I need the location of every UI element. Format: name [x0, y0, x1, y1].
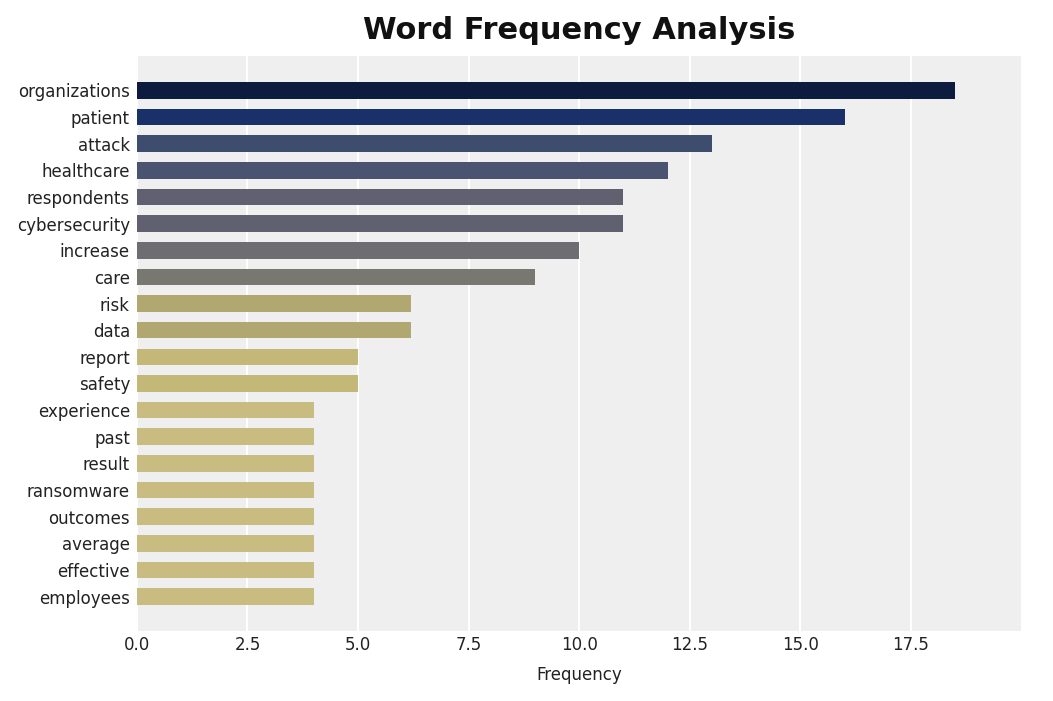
Bar [137, 322, 411, 339]
X-axis label: Frequency: Frequency [536, 665, 622, 683]
Bar [137, 562, 314, 578]
Bar [137, 295, 411, 312]
Bar [137, 375, 358, 392]
Title: Word Frequency Analysis: Word Frequency Analysis [363, 16, 795, 46]
Bar [137, 482, 314, 498]
Bar [137, 348, 358, 365]
Bar [137, 242, 579, 259]
Bar [137, 109, 845, 125]
Bar [137, 402, 314, 418]
Bar [137, 455, 314, 472]
Bar [137, 82, 955, 99]
Bar [137, 588, 314, 605]
Bar [137, 162, 668, 179]
Bar [137, 215, 623, 232]
Bar [137, 135, 712, 152]
Bar [137, 535, 314, 552]
Bar [137, 268, 535, 285]
Bar [137, 428, 314, 445]
Bar [137, 508, 314, 525]
Bar [137, 189, 623, 205]
